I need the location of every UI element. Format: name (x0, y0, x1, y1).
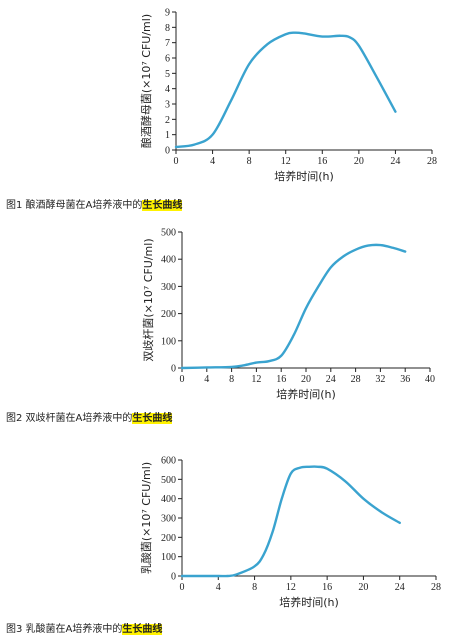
y-tick-label: 200 (161, 533, 176, 544)
x-tick-label: 16 (276, 374, 286, 385)
x-tick-label: 16 (317, 156, 327, 167)
x-tick-label: 24 (395, 582, 405, 593)
caption-highlight: 生长曲线 (122, 624, 163, 635)
caption-text: 图1 酿酒酵母菌在A培养液中的 (6, 200, 143, 211)
y-tick-label: 8 (165, 23, 170, 34)
y-tick-label: 1 (165, 130, 170, 141)
series-line (180, 243, 407, 370)
y-tick-label: 200 (161, 309, 176, 320)
x-tick-label: 4 (216, 582, 221, 593)
y-tick-label: 100 (161, 552, 176, 563)
y-tick-label: 0 (165, 146, 170, 157)
x-axis-title: 培养时间(h) (276, 387, 336, 401)
y-tick-label: 4 (165, 84, 170, 95)
x-tick-label: 40 (425, 374, 435, 385)
figure-caption-3: 图3 乳酸菌在A培养液中的生长曲线 (6, 620, 163, 635)
y-tick-label: 500 (161, 475, 176, 486)
x-tick-label: 20 (358, 582, 368, 593)
x-tick-label: 12 (251, 374, 261, 385)
x-tick-label: 8 (252, 582, 257, 593)
y-tick-label: 300 (161, 514, 176, 525)
y-tick-label: 2 (165, 115, 170, 126)
y-tick-label: 5 (165, 69, 170, 80)
x-tick-label: 20 (354, 156, 364, 167)
x-tick-label: 4 (204, 374, 209, 385)
x-tick-label: 12 (286, 582, 296, 593)
y-tick-label: 100 (161, 336, 176, 347)
y-tick-label: 9 (165, 8, 170, 19)
y-tick-label: 3 (165, 100, 170, 111)
y-tick-label: 0 (171, 572, 176, 583)
x-tick-label: 16 (322, 582, 332, 593)
y-tick-label: 500 (161, 228, 176, 239)
x-tick-label: 28 (431, 582, 441, 593)
y-tick-label: 400 (161, 255, 176, 266)
y-tick-label: 300 (161, 282, 176, 293)
x-tick-label: 4 (210, 156, 215, 167)
y-axis-title: 乳酸菌(×10⁷ CFU/ml) (139, 462, 153, 574)
x-tick-label: 0 (180, 582, 185, 593)
x-tick-label: 8 (229, 374, 234, 385)
x-tick-label: 8 (247, 156, 252, 167)
x-axis-title: 培养时间(h) (274, 169, 334, 183)
x-axis-title: 培养时间(h) (279, 595, 339, 609)
y-tick-label: 7 (165, 38, 170, 49)
y-tick-label: 6 (165, 54, 170, 65)
x-tick-label: 32 (375, 374, 385, 385)
x-tick-label: 28 (427, 156, 437, 167)
x-tick-label: 36 (400, 374, 410, 385)
figure-caption-1: 图1 酿酒酵母菌在A培养液中的生长曲线 (6, 196, 183, 211)
chart-2: 0 100 200 300 400 500 0 4 8 12 16 20 24 28 32 36 40 培养时间(… (141, 228, 435, 402)
caption-text: 图3 乳酸菌在A培养液中的 (6, 624, 123, 635)
series-line (180, 465, 401, 578)
y-axis-title: 双歧杆菌(×10⁷ CFU/ml) (141, 238, 155, 361)
y-tick-label: 400 (161, 494, 176, 505)
x-tick-label: 28 (351, 374, 361, 385)
y-axis-title: 酿酒酵母菌(×10⁷ CFU/ml) (139, 14, 153, 148)
caption-highlight: 生长曲线 (132, 413, 173, 424)
y-tick-label: 600 (161, 456, 176, 467)
x-tick-label: 0 (174, 156, 179, 167)
y-tick-label: 0 (171, 364, 176, 375)
x-tick-label: 0 (180, 374, 185, 385)
caption-highlight: 生长曲线 (142, 200, 183, 211)
series-line (174, 31, 397, 149)
x-tick-label: 24 (326, 374, 336, 385)
x-tick-label: 12 (281, 156, 291, 167)
caption-text: 图2 双歧杆菌在A培养液中的 (6, 413, 133, 424)
figure-caption-2: 图2 双歧杆菌在A培养液中的生长曲线 (6, 409, 173, 424)
x-tick-label: 20 (301, 374, 311, 385)
chart-3: 0 100 200 300 400 500 600 0 4 8 12 16 20 24 28 培养时间(h) 乳… (139, 456, 441, 610)
x-tick-label: 24 (390, 156, 400, 167)
